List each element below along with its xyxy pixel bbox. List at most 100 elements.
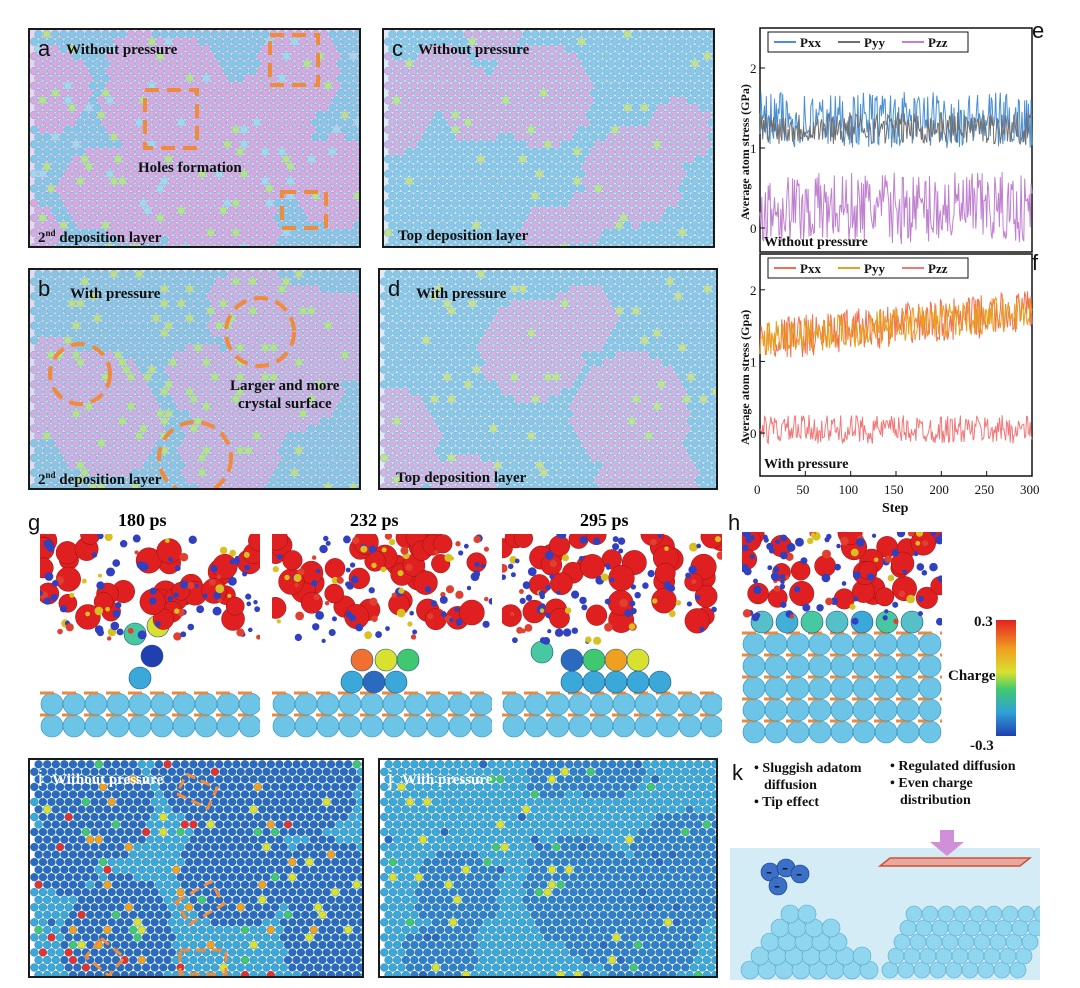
xtick-50: 50 [796, 482, 809, 497]
atom-field [384, 30, 713, 246]
ytick-1: 1 [750, 141, 757, 156]
panel-b-note2: crystal surface [238, 396, 332, 412]
panel-c-label: c [392, 36, 403, 61]
k-left-line1: • Sluggish adatom [754, 761, 862, 776]
panel-j-title: With pressure [402, 772, 493, 788]
k-left-line2: diffusion [764, 778, 817, 793]
series-Pyy [759, 111, 1033, 146]
panel-i: i Without pressure [28, 758, 364, 978]
crystal-circle-1 [48, 342, 112, 406]
stress-charts: 0 1 2 Average atom stress (GPa) Pxx Pyy Pzz 0 1… [740, 27, 1040, 516]
chart-e-caption: Without pressure [764, 235, 868, 250]
k-left-bullets: • Sluggish adatom diffusion • Tip effect [754, 760, 862, 811]
xtick-250: 250 [975, 482, 995, 497]
series-Pyy [759, 296, 1033, 356]
xtick-150: 150 [884, 482, 904, 497]
panel-a-label: a [38, 36, 51, 61]
ytick-2: 2 [750, 61, 757, 76]
xtick-200: 200 [929, 482, 949, 497]
legend-Pzz: Pzz [928, 35, 948, 50]
ytick-0: 0 [750, 426, 757, 441]
panel-i-highlights [83, 771, 228, 976]
crystal-circle-2 [224, 296, 296, 368]
xtick-300: 300 [1020, 482, 1040, 497]
panel-d-layer: Top deposition layer [396, 470, 527, 486]
atom-field [30, 30, 359, 246]
colorbar-title: Charge [948, 668, 996, 684]
panel-j-atoms [380, 760, 716, 976]
series-Pzz [759, 172, 1033, 245]
panel-b: b With pressure Larger and more crystal … [28, 268, 361, 490]
panel-a-layer: 2nd deposition layer [38, 228, 162, 246]
panel-d: d With pressure Top deposition layer [378, 268, 718, 490]
panel-b-label: b [38, 276, 51, 301]
xlabel: Step [882, 501, 909, 516]
legend-Pxx: Pxx [800, 261, 821, 276]
legend-Pyy: Pyy [864, 35, 885, 50]
panel-h-label: h [728, 510, 741, 535]
g-snapshot-232 [272, 534, 492, 738]
panel-b-highlights [48, 296, 296, 488]
legend-Pzz: Pzz [928, 261, 948, 276]
k-schematic: – – –– [730, 830, 1040, 980]
panel-i-atoms [30, 760, 362, 976]
atom-field [380, 760, 716, 976]
colorbar-min: -0.3 [970, 738, 994, 754]
panel-a-atoms [30, 30, 359, 246]
k-right-line3: distribution [900, 793, 971, 808]
panel-a-highlights [143, 33, 328, 230]
ytick-1: 1 [750, 354, 757, 369]
panel-c-title: Without pressure [418, 42, 530, 58]
panel-e-label: e [1032, 18, 1045, 43]
charge-colorbar [996, 620, 1016, 736]
series-Pxx [759, 91, 1033, 149]
atom-field [30, 270, 359, 488]
colorbar-max: 0.3 [974, 614, 993, 630]
g-time-1: 180 ps [118, 510, 167, 530]
panel-b-atoms [30, 270, 359, 488]
panel-a: a Without pressure Holes formation 2nd d… [28, 28, 361, 248]
panel-k-label: k [732, 760, 743, 785]
ytick-2: 2 [750, 283, 757, 298]
ylabel: Average atom stress (GPa) [740, 84, 752, 220]
hole-box-2 [268, 33, 320, 87]
panel-b-layer: 2nd deposition layer [38, 470, 162, 488]
k-left-line3: • Tip effect [754, 795, 820, 810]
panel-i-title: Without pressure [52, 772, 164, 788]
panel-b-note1: Larger and more [230, 378, 340, 394]
panel-f-label: f [1032, 250, 1039, 275]
ytick-0: 0 [750, 221, 757, 236]
panel-g-label: g [28, 510, 41, 535]
panel-c: c Without pressure Top deposition layer [382, 28, 715, 248]
panel-b-title: With pressure [70, 286, 161, 302]
crystal-circle-3 [157, 420, 233, 488]
g-time-3: 295 ps [580, 510, 629, 530]
ylabel: Average atom stress (Gpa) [740, 310, 752, 445]
chart-e: 0 1 2 Average atom stress (GPa) Pxx Pyy Pzz [740, 27, 1033, 253]
chart-f: 0 1 2 Average atom stress (Gpa) Pxx Pyy Pzz 0 50… [740, 253, 1040, 516]
series-Pzz [759, 414, 1033, 445]
k-right-line1: • Regulated diffusion [890, 759, 1016, 774]
xtick-100: 100 [839, 482, 859, 497]
k-right-bullets: • Regulated diffusion • Even charge dist… [890, 758, 1015, 809]
panel-c-layer: Top deposition layer [398, 228, 529, 244]
h-snapshot [742, 532, 942, 744]
panel-c-atoms [384, 30, 713, 246]
g-snapshot-295 [502, 534, 722, 738]
legend-Pyy: Pyy [864, 261, 885, 276]
g-time-2: 232 ps [350, 510, 399, 530]
panel-a-note: Holes formation [138, 160, 242, 176]
xtick-0: 0 [754, 482, 761, 497]
panel-d-title: With pressure [416, 286, 507, 302]
atom-field [30, 760, 362, 976]
legend-Pxx: Pxx [800, 35, 821, 50]
hole-box-1 [143, 88, 199, 150]
g-snapshot-180 [40, 534, 260, 738]
panel-d-atoms [380, 270, 716, 488]
panel-a-title: Without pressure [66, 42, 178, 58]
atom-field [380, 270, 716, 488]
k-right-line2: • Even charge [890, 776, 973, 791]
panel-j-label: j [388, 766, 393, 791]
chart-f-caption: With pressure [764, 457, 848, 472]
panel-j: j With pressure [378, 758, 718, 978]
